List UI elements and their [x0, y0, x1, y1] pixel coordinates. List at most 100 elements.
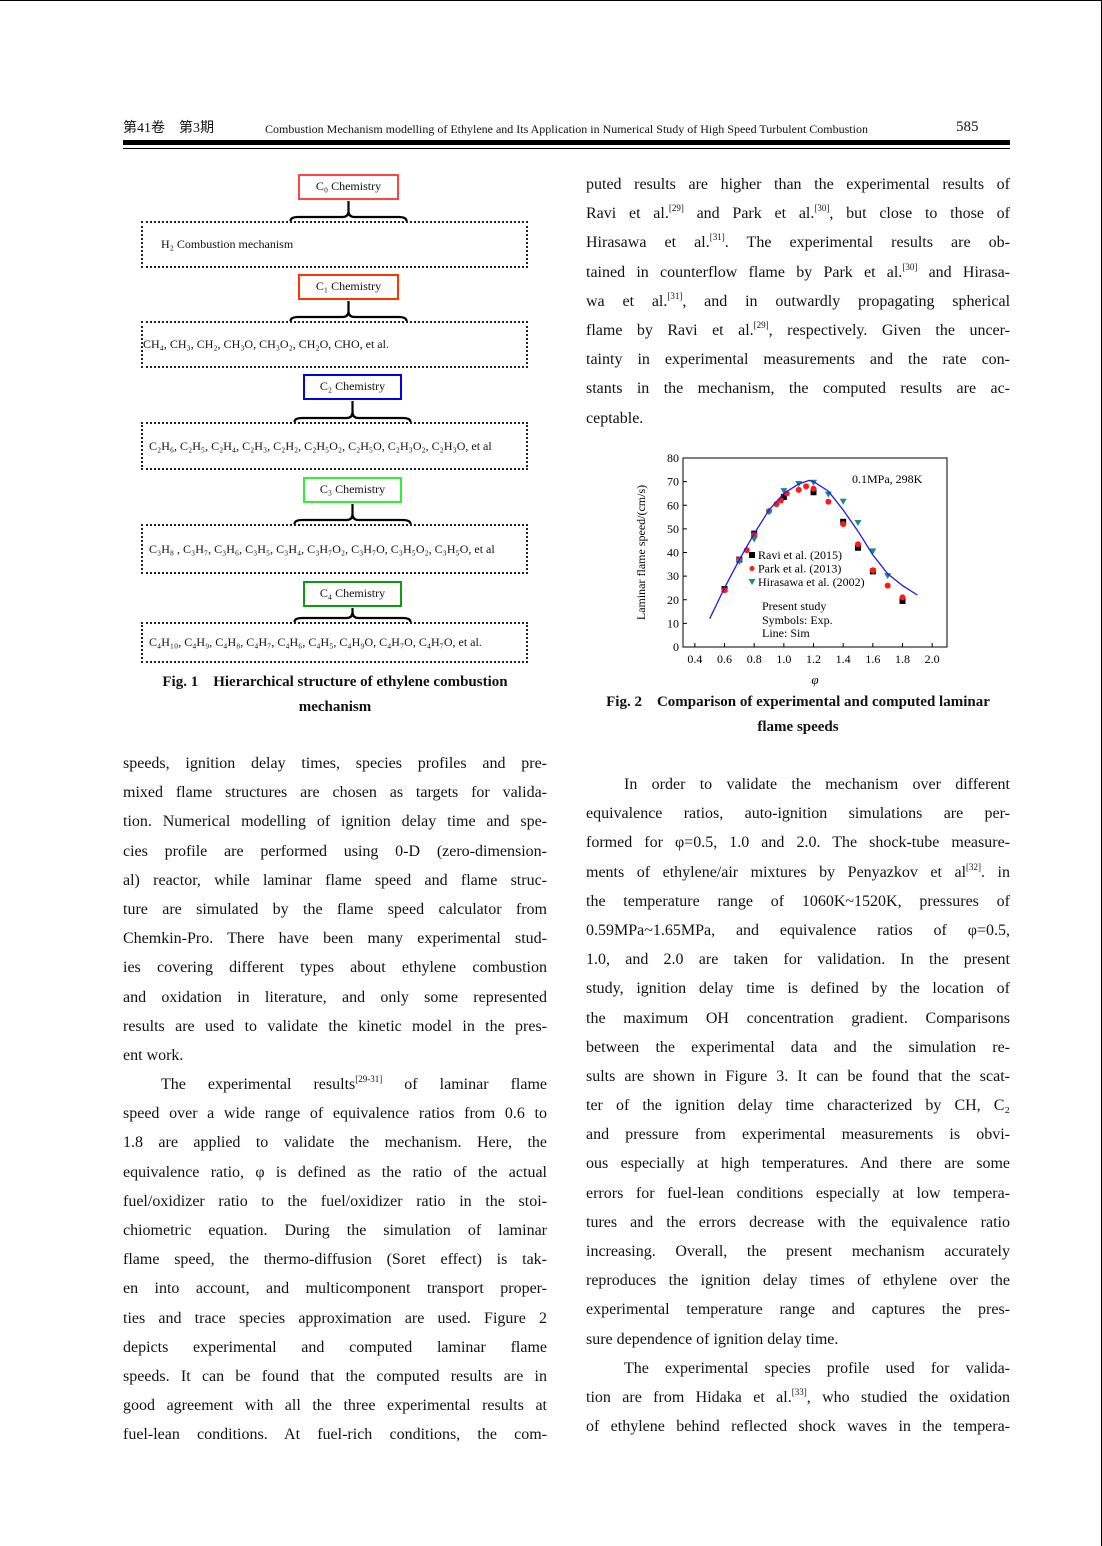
chemistry-level-box: C₁ Chemistry [298, 274, 399, 300]
text-line: tainty in experimental measurements and … [586, 351, 1010, 369]
text-line: ture are simulated by the flame speed ca… [123, 900, 547, 918]
text-line: stants in the mechanism, the computed re… [586, 380, 1010, 398]
data-point-ravi [780, 493, 787, 500]
note-annotation: Line: Sim [762, 626, 810, 640]
text-line: The experimental results[29-31] of lamin… [161, 1074, 547, 1094]
text-line: depicts experimental and computed lamina… [123, 1338, 547, 1356]
text-line: ter of the ignition delay time character… [586, 1097, 1010, 1115]
text-line: al) reactor, while laminar flame speed a… [123, 871, 547, 889]
text-line: speed over a wide range of equivalence r… [123, 1105, 547, 1123]
y-tick-label: 50 [667, 522, 679, 536]
data-point-hirasawa [839, 498, 847, 505]
text-line: results are used to validate the kinetic… [123, 1017, 547, 1035]
text-line: The experimental species profile used fo… [624, 1359, 1010, 1377]
text-line: mixed flame structures are chosen as tar… [123, 784, 547, 802]
text-line: good agreement with all the three experi… [123, 1397, 547, 1415]
figure-1-caption: Fig. 1 Hierarchical structure of ethylen… [123, 670, 547, 720]
data-point-hirasawa [869, 548, 877, 555]
note-annotation: Present study [762, 599, 826, 613]
text-line: flame by Ravi et al.[29], respectively. … [586, 319, 1010, 339]
chemistry-level-box: C₀ Chemistry [298, 174, 399, 200]
curly-brace-connector [289, 201, 408, 222]
text-line: the maximum OH concentration gradient. C… [586, 1009, 1010, 1027]
data-point-park [810, 485, 817, 492]
running-title: Combustion Mechanism modelling of Ethyle… [265, 122, 868, 136]
legend-label: Hirasawa et al. (2002) [758, 575, 865, 589]
data-point-park [884, 582, 891, 589]
y-tick-label: 60 [667, 498, 679, 512]
text-line: tion. Numerical modelling of ignition de… [123, 813, 547, 831]
data-point-park [899, 594, 906, 601]
journal-volume-issue: 第41卷 第3期 [123, 121, 214, 136]
data-point-park [795, 486, 802, 493]
data-point-park [803, 483, 810, 490]
data-point-ravi [899, 597, 906, 604]
condition-annotation: 0.1MPa, 298K [852, 472, 923, 486]
text-line: tures and the errors decrease with the e… [586, 1213, 1010, 1231]
data-point-hirasawa [765, 509, 773, 516]
text-line: ent work. [123, 1046, 184, 1064]
data-point-hirasawa [735, 558, 743, 565]
data-point-hirasawa [750, 536, 758, 543]
text-line: equivalence ratios, auto-ignition simula… [586, 805, 1010, 823]
y-tick-label: 70 [667, 475, 679, 489]
text-line: wa et al.[31], and in outwardly propagat… [586, 290, 1011, 310]
y-tick-label: 0 [673, 640, 679, 654]
text-line: reproduces the ignition delay times of e… [586, 1272, 1010, 1290]
curly-brace-connector [293, 504, 412, 525]
y-tick-label: 10 [667, 616, 679, 630]
text-line: equivalence ratio, φ is defined as the r… [123, 1163, 547, 1181]
x-tick-label: 0.8 [747, 652, 762, 666]
text-line: of ethylene behind reflected shock waves… [586, 1418, 1010, 1436]
text-line: In order to validate the mechanism over … [624, 776, 1010, 793]
y-axis-label: Laminar flame speed/(cm/s) [634, 485, 648, 620]
text-line: sults are shown in Figure 3. It can be f… [586, 1067, 1010, 1085]
curly-brace-connector [293, 608, 412, 623]
data-point-ravi [810, 489, 817, 496]
note-annotation: Symbols: Exp. [762, 613, 833, 627]
text-line: flame speed, the thermo-diffusion (Soret… [123, 1251, 547, 1269]
text-line: ceptable. [586, 409, 644, 427]
text-line: increasing. Overall, the present mechani… [586, 1243, 1010, 1260]
x-tick-label: 1.8 [895, 652, 910, 666]
text-line: cies profile are performed using 0-D (ze… [123, 842, 547, 860]
data-point-park [840, 521, 847, 528]
text-line: tained in counterflow flame by Park et a… [586, 261, 1011, 281]
text-line: and oxidation in literature, and only so… [123, 988, 547, 1006]
page-border-top [0, 0, 1102, 1]
figure-2-chart: 0 10 20 30 40 50 60 70 80 0.4 0.6 0.8 1.0 1.2 1.4 1.6 1.… [634, 451, 948, 687]
data-point-park [855, 541, 862, 548]
x-tick-label: 1.0 [776, 652, 791, 666]
species-group-box: C₃H₈ , C₃H₇, C₃H₆, C₃H₅, C₃H₄, C₃H₇O₂, C… [141, 524, 528, 574]
text-line: errors for fuel-lean conditions especial… [586, 1184, 1010, 1202]
x-tick-label: 2.0 [925, 652, 940, 666]
text-line: 1.0, and 2.0 are taken for validation. I… [586, 951, 1010, 969]
curly-brace-connector [293, 401, 412, 423]
text-line: and pressure from experimental measureme… [586, 1126, 1010, 1144]
text-line: speeds. It can be found that the compute… [123, 1367, 547, 1385]
text-line: study, ignition delay time is defined by… [586, 980, 1010, 998]
page-number: 585 [956, 119, 979, 135]
figure-1-caption-line2: mechanism [298, 699, 372, 715]
text-line: ous especially at high temperatures. And… [586, 1155, 1010, 1173]
figure-2-caption-line2: flame speeds [757, 719, 839, 735]
data-point-ravi [855, 544, 862, 551]
text-line: Chemkin-Pro. There have been many experi… [123, 930, 547, 948]
legend-marker-hirasawa [748, 579, 756, 585]
text-line: ies covering different types about ethyl… [123, 959, 547, 977]
left-column-text: speeds, ignition delay times, species pr… [123, 749, 547, 1450]
text-line: sure dependence of ignition delay time. [586, 1330, 839, 1348]
data-point-park [825, 498, 832, 505]
data-point-hirasawa [780, 488, 788, 495]
text-line: fuel/oxidizer ratio to the fuel/oxidizer… [123, 1192, 547, 1210]
header-rule-thick [123, 140, 1010, 145]
chemistry-level-box: C₃ Chemistry [303, 477, 402, 503]
text-line: en into account, and multicomponent tran… [123, 1280, 547, 1298]
chemistry-level-box: C₄ Chemistry [303, 581, 402, 607]
text-line: between the experimental data and the si… [586, 1038, 1010, 1056]
text-line: experimental temperature range and captu… [586, 1301, 1010, 1319]
text-line: chiometric equation. During the simulati… [123, 1222, 547, 1239]
text-line: Hirasawa et al.[31]. The experimental re… [586, 232, 1011, 252]
text-line: ments of ethylene/air mixtures by Penyaz… [586, 861, 1010, 881]
text-line: the temperature range of 1060K~1520K, pr… [586, 892, 1010, 910]
